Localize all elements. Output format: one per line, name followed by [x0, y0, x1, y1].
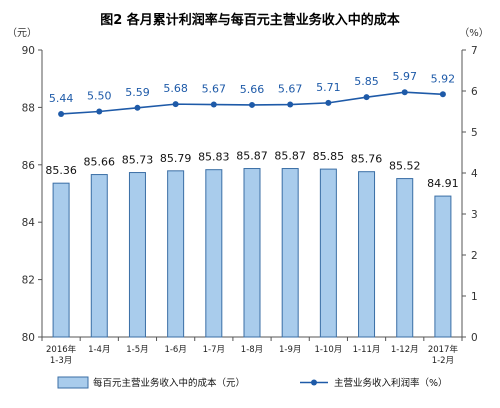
left-tick-label: 90 — [22, 45, 35, 57]
line-point — [249, 101, 255, 108]
x-tick-label: 1-10月 — [314, 345, 342, 355]
line-value-label: 5.68 — [163, 82, 188, 95]
line-point — [287, 101, 294, 108]
x-tick-label: 1-6月 — [164, 345, 186, 355]
bar-value-label: 85.66 — [84, 156, 116, 169]
line-point — [439, 91, 446, 98]
x-tick-label: 1-4月 — [88, 345, 110, 355]
bar-value-label: 85.87 — [236, 150, 268, 163]
x-tick-label: 1-9月 — [279, 345, 301, 355]
line-point — [58, 110, 65, 117]
line-point — [134, 104, 141, 111]
bar-value-label: 85.83 — [198, 151, 230, 164]
line-value-label: 5.92 — [431, 72, 456, 85]
legend-bar-label: 每百元主营业务收入中的成本（元） — [93, 377, 245, 389]
legend-bar-swatch — [57, 376, 89, 389]
bar — [52, 182, 70, 338]
bar — [205, 169, 223, 338]
left-axis-unit: （元） — [7, 27, 37, 39]
x-tick-label: 1-7月 — [203, 345, 225, 355]
line-value-label: 5.67 — [202, 83, 227, 96]
line-point — [325, 99, 332, 106]
bar-value-label: 85.76 — [351, 153, 383, 166]
line-value-label: 5.50 — [87, 90, 112, 103]
legend-line-label: 主营业务收入利润率（%） — [334, 377, 448, 389]
line-value-label: 5.97 — [392, 70, 417, 83]
bar — [281, 168, 299, 338]
line-point — [363, 94, 370, 101]
right-axis-unit: （%） — [459, 27, 489, 39]
line-point — [210, 101, 217, 108]
right-tick-label: 5 — [471, 127, 478, 139]
legend-line-marker — [311, 379, 317, 386]
x-tick-label: 1-11月 — [353, 345, 381, 355]
left-tick-label: 80 — [22, 332, 35, 344]
x-tick-label: 2016年 — [46, 344, 77, 355]
right-tick-label: 6 — [471, 86, 478, 98]
x-tick-label: 1-12月 — [391, 345, 419, 355]
bar — [358, 171, 376, 338]
right-tick-label: 3 — [471, 209, 478, 221]
right-tick-label: 2 — [471, 250, 478, 262]
x-tick-label: 1-5月 — [126, 345, 148, 355]
bar-value-label: 84.91 — [427, 177, 459, 190]
line-value-label: 5.67 — [278, 83, 303, 96]
bar — [167, 170, 185, 338]
bar — [128, 172, 146, 338]
x-tick-label: 1-2月 — [432, 356, 454, 366]
bar-value-label: 85.87 — [274, 150, 306, 163]
line-point — [401, 89, 408, 96]
left-tick-label: 82 — [22, 275, 35, 287]
right-tick-label: 0 — [471, 332, 478, 344]
line-point — [96, 108, 103, 115]
left-tick-label: 86 — [22, 160, 36, 172]
bar-value-label: 85.73 — [122, 154, 154, 167]
line-value-label: 5.59 — [125, 86, 150, 99]
bar — [396, 178, 414, 338]
bar — [243, 168, 261, 338]
line-value-label: 5.44 — [49, 92, 74, 105]
line-value-label: 5.71 — [316, 81, 341, 94]
left-tick-label: 84 — [22, 217, 36, 229]
bar — [434, 195, 452, 338]
x-tick-label: 2017年 — [428, 344, 459, 355]
right-tick-label: 1 — [471, 291, 478, 303]
legend: 每百元主营业务收入中的成本（元） 主营业务收入利润率（%） — [57, 376, 448, 389]
right-tick-label: 7 — [471, 45, 478, 57]
chart-title: 图2 各月累计利润率与每百元主营业务收入中的成本 — [100, 12, 400, 28]
bar-value-label: 85.52 — [389, 160, 421, 173]
bar-value-label: 85.36 — [45, 164, 77, 177]
x-tick-label: 1-3月 — [50, 356, 72, 366]
bar — [90, 174, 108, 338]
line-point — [172, 101, 179, 108]
line-value-label: 5.66 — [240, 83, 265, 96]
line-value-label: 5.85 — [354, 75, 379, 88]
left-tick-label: 88 — [22, 102, 35, 114]
bar-value-label: 85.79 — [160, 152, 192, 165]
bar — [319, 168, 337, 338]
right-tick-label: 4 — [471, 168, 478, 180]
x-tick-label: 1-8月 — [241, 345, 263, 355]
bar-value-label: 85.85 — [313, 150, 345, 163]
